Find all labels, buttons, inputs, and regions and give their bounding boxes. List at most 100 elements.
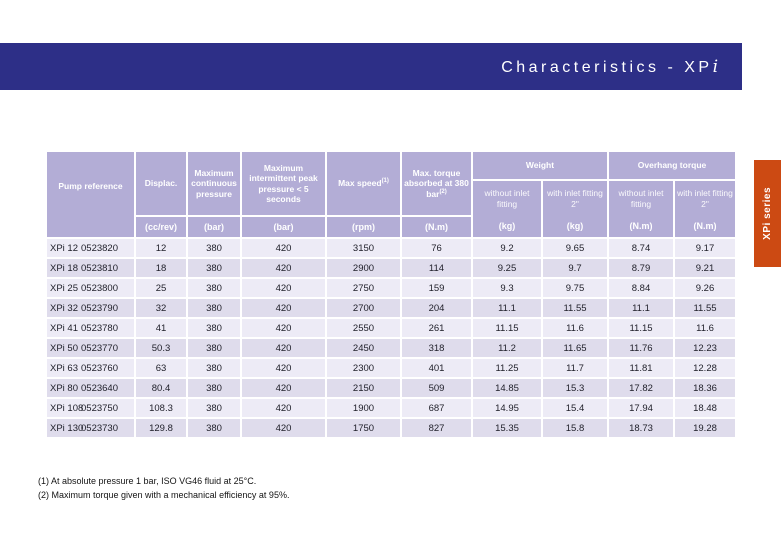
header-max-torque: Max. torque absorbed at 380 bar(2)	[400, 152, 471, 215]
pump-reference-cell: XPi 18 0523810	[45, 257, 134, 277]
table-row: XPi 12 0523820 12 380 420 3150 76 9.2 9.65 8.74 9.…	[45, 237, 736, 257]
table-cell: 1750	[325, 417, 400, 437]
table-cell: 129.8	[134, 417, 186, 437]
table-cell: 8.84	[607, 277, 673, 297]
max-torque-footnote-ref: (2)	[439, 188, 447, 195]
table-cell: 15.8	[541, 417, 607, 437]
table-cell: 17.82	[607, 377, 673, 397]
table-cell: 380	[186, 417, 240, 437]
header-pump-reference: Pump reference	[45, 152, 134, 237]
table-cell: 11.55	[541, 297, 607, 317]
table-row: XPi 1300523730 129.8 380 420 1750 827 15.35 15.…	[45, 417, 736, 437]
table-cell: 380	[186, 397, 240, 417]
table-cell: 11.81	[607, 357, 673, 377]
table-cell: 8.79	[607, 257, 673, 277]
table-cell: 114	[400, 257, 471, 277]
table-cell: 380	[186, 317, 240, 337]
table-cell: 25	[134, 277, 186, 297]
header-max-torque-text: Max. torque absorbed at 380 bar	[404, 168, 469, 199]
table-row: XPi 1080523750 108.3 380 420 1900 687 14.95 15.…	[45, 397, 736, 417]
table-cell: 41	[134, 317, 186, 337]
header-weight-without-fitting: without inlet fitting (kg)	[471, 181, 541, 237]
table-cell: 11.1	[607, 297, 673, 317]
header-displacement: Displac.	[134, 152, 186, 215]
pump-code: 0523730	[81, 422, 118, 434]
table-cell: 15.35	[471, 417, 541, 437]
table-cell: 8.74	[607, 237, 673, 257]
table-cell: 380	[186, 357, 240, 377]
weight-without-fitting-label: without inlet fitting	[484, 187, 530, 209]
table-cell: 11.55	[673, 297, 736, 317]
table-cell: 80.4	[134, 377, 186, 397]
table-cell: 420	[240, 397, 325, 417]
characteristics-table: Pump reference Displac. Maximum continuo…	[45, 152, 736, 437]
table-cell: 509	[400, 377, 471, 397]
table-cell: 11.65	[541, 337, 607, 357]
table-cell: 318	[400, 337, 471, 357]
pump-model: XPi 25	[50, 282, 78, 294]
table-cell: 18.73	[607, 417, 673, 437]
table-cell: 32	[134, 297, 186, 317]
table-row: XPi 25 0523800 25 380 420 2750 159 9.3 9.75 8.84 9…	[45, 277, 736, 297]
table-cell: 420	[240, 337, 325, 357]
table-cell: 2750	[325, 277, 400, 297]
pump-model: XPi 108	[50, 402, 84, 414]
footnote-1: (1) At absolute pressure 1 bar, ISO VG46…	[38, 476, 257, 486]
overhang-without-fitting-unit: (N.m)	[629, 221, 653, 232]
table-cell: 380	[186, 237, 240, 257]
overhang-with-fitting-label: with inlet fitting 2"	[677, 187, 733, 209]
table-cell: 14.85	[471, 377, 541, 397]
table-cell: 2150	[325, 377, 400, 397]
table-cell: 9.26	[673, 277, 736, 297]
pump-model: XPi 18	[50, 262, 78, 274]
pump-reference-cell: XPi 41 0523780	[45, 317, 134, 337]
table-cell: 420	[240, 417, 325, 437]
table-cell: 9.2	[471, 237, 541, 257]
table-cell: 17.94	[607, 397, 673, 417]
header-overhang-torque-group: Overhang torque	[607, 152, 736, 181]
pump-model: XPi 63	[50, 362, 78, 374]
pump-reference-cell: XPi 80 0523640	[45, 377, 134, 397]
page-title-bar: Characteristics - XPi	[0, 43, 742, 90]
table-cell: 12.23	[673, 337, 736, 357]
table-cell: 1900	[325, 397, 400, 417]
table-row: XPi 18 0523810 18 380 420 2900 114 9.25 9.7 8.79 9…	[45, 257, 736, 277]
table-cell: 380	[186, 337, 240, 357]
max-speed-footnote-ref: (1)	[381, 178, 389, 185]
footnotes: (1) At absolute pressure 1 bar, ISO VG46…	[38, 474, 289, 502]
table-cell: 401	[400, 357, 471, 377]
table-cell: 2550	[325, 317, 400, 337]
table-cell: 420	[240, 277, 325, 297]
table-cell: 15.4	[541, 397, 607, 417]
header-max-speed-text: Max speed	[338, 178, 382, 189]
table-cell: 9.3	[471, 277, 541, 297]
header-overhang-without-fitting: without inlet fitting (N.m)	[607, 181, 673, 237]
pump-reference-cell: XPi 1300523730	[45, 417, 134, 437]
header-max-continuous-pressure: Maximum continuous pressure	[186, 152, 240, 215]
table-cell: 380	[186, 377, 240, 397]
table-row: XPi 50 0523770 50.3 380 420 2450 318 11.2 11.65 1…	[45, 337, 736, 357]
table-cell: 2700	[325, 297, 400, 317]
table-cell: 420	[240, 377, 325, 397]
pump-reference-cell: XPi 63 0523760	[45, 357, 134, 377]
unit-max-speed: (rpm)	[325, 215, 400, 237]
pump-code: 0523820	[81, 242, 118, 254]
table-cell: 380	[186, 257, 240, 277]
table-cell: 827	[400, 417, 471, 437]
unit-max-torque: (N.m)	[400, 215, 471, 237]
pump-model: XPi 12	[50, 242, 78, 254]
pump-code: 0523800	[81, 282, 118, 294]
table-cell: 18.36	[673, 377, 736, 397]
pump-reference-cell: XPi 12 0523820	[45, 237, 134, 257]
table-cell: 420	[240, 357, 325, 377]
table-cell: 2300	[325, 357, 400, 377]
table-header: Pump reference Displac. Maximum continuo…	[45, 152, 736, 237]
table-cell: 2450	[325, 337, 400, 357]
page-title-brand-i: i	[712, 56, 718, 77]
overhang-without-fitting-label: without inlet fitting	[618, 187, 664, 209]
unit-continuous-pressure: (bar)	[186, 215, 240, 237]
table-cell: 11.15	[471, 317, 541, 337]
table-cell: 159	[400, 277, 471, 297]
overhang-with-fitting-unit: (N.m)	[693, 221, 717, 232]
table-cell: 2900	[325, 257, 400, 277]
